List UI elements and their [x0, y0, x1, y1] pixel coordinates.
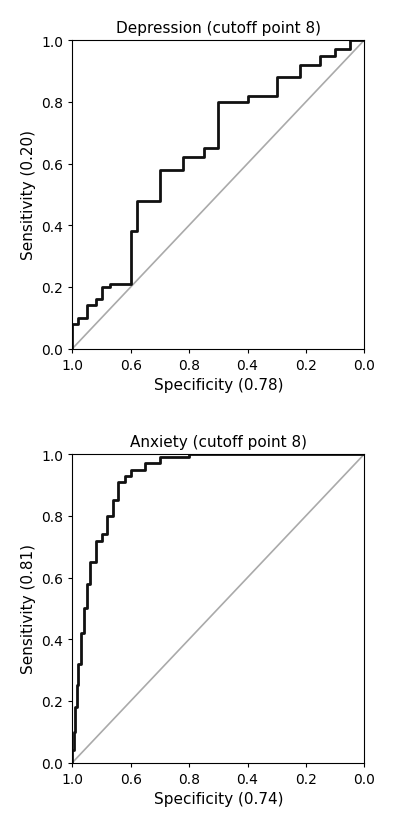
Title: Anxiety (cutoff point 8): Anxiety (cutoff point 8)	[130, 434, 307, 449]
Y-axis label: Sensitivity (0.81): Sensitivity (0.81)	[21, 543, 36, 673]
Y-axis label: Sensitivity (0.20): Sensitivity (0.20)	[21, 130, 36, 260]
Title: Depression (cutoff point 8): Depression (cutoff point 8)	[116, 21, 321, 36]
X-axis label: Specificity (0.74): Specificity (0.74)	[154, 791, 283, 806]
X-axis label: Specificity (0.78): Specificity (0.78)	[154, 378, 283, 393]
